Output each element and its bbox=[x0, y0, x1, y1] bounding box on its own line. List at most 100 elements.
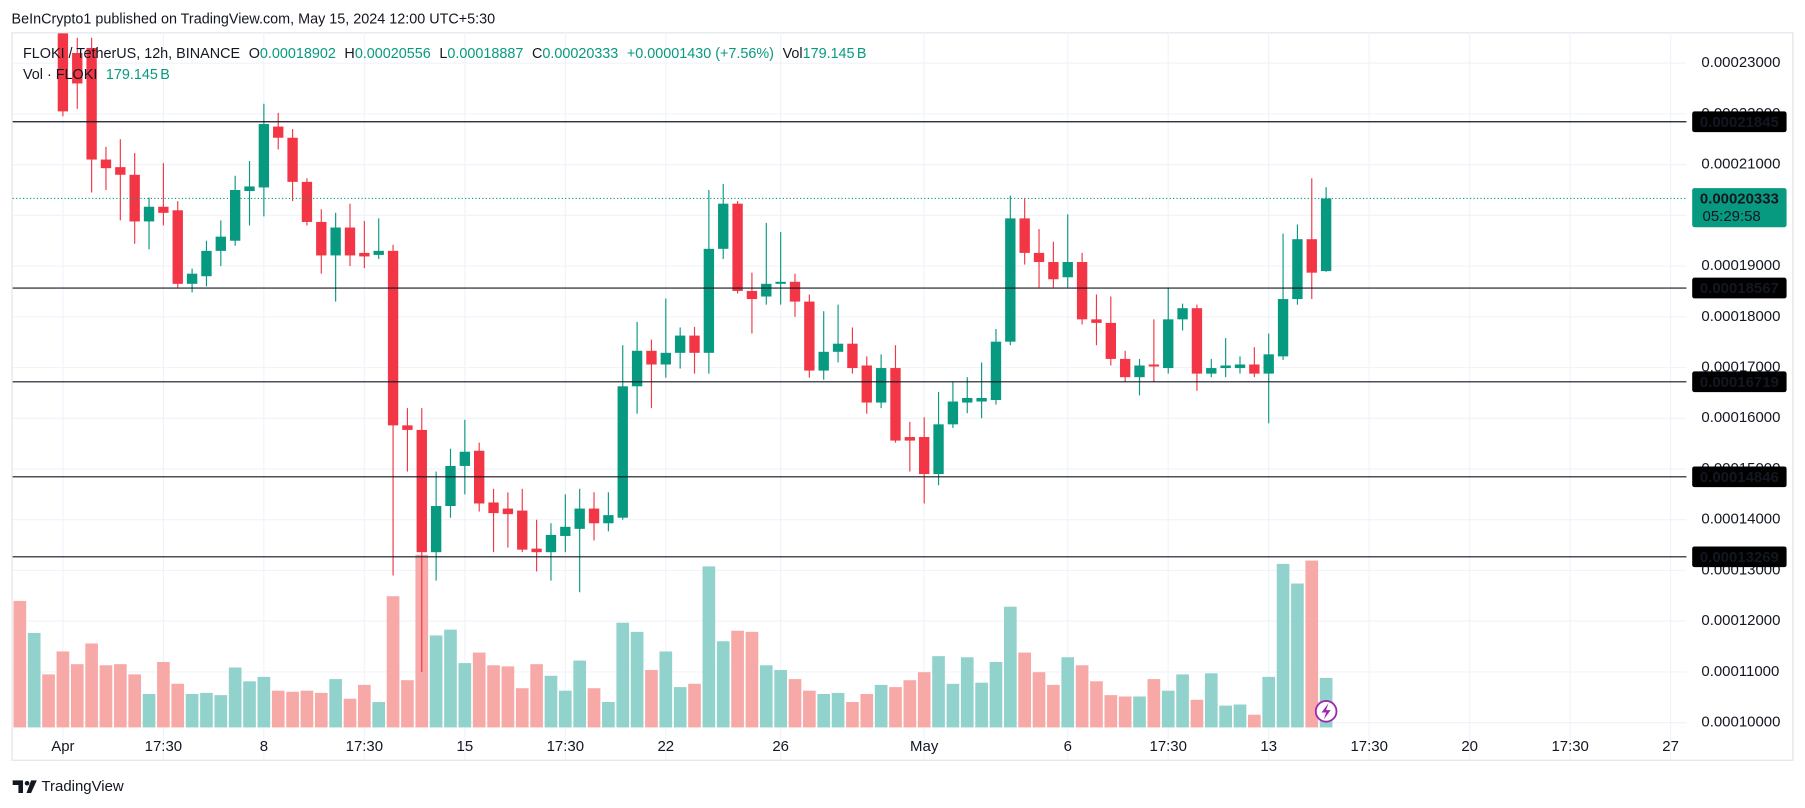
candle-body bbox=[1105, 322, 1116, 359]
candle-body bbox=[1048, 262, 1059, 280]
candle-body bbox=[689, 335, 700, 353]
x-tick-label: 17:30 bbox=[346, 738, 383, 755]
candle-body bbox=[172, 210, 183, 284]
level-tag bbox=[1692, 466, 1787, 488]
volume-bar bbox=[358, 684, 371, 728]
volume-value: 179.145 bbox=[106, 67, 158, 83]
candle-body bbox=[1148, 364, 1160, 367]
level-label: 0.00013269 bbox=[1700, 549, 1779, 566]
volume-value: 179.145 bbox=[803, 46, 855, 62]
candle-body bbox=[847, 343, 858, 369]
volume-bar bbox=[1161, 690, 1175, 728]
x-tick-label: 17:30 bbox=[547, 738, 584, 755]
volume-bar bbox=[645, 669, 658, 728]
x-tick-label: 22 bbox=[657, 738, 674, 755]
candle-body bbox=[1076, 262, 1088, 320]
volume-bar bbox=[960, 657, 974, 728]
volume-bar bbox=[314, 692, 328, 728]
candle-body bbox=[646, 350, 657, 365]
volume-bar bbox=[1018, 652, 1032, 728]
volume-bar bbox=[444, 629, 457, 728]
candle-body bbox=[804, 301, 815, 371]
volume-bar bbox=[429, 635, 443, 728]
last-price-label: 0.00020333 bbox=[1700, 191, 1779, 208]
candle-body bbox=[947, 401, 959, 425]
volume-bar bbox=[271, 690, 285, 728]
volume-bar bbox=[616, 622, 630, 728]
candle-body bbox=[459, 451, 471, 466]
candle-body bbox=[832, 343, 844, 352]
volume-legend: Vol · FLOKI 179.145 B bbox=[23, 67, 170, 83]
candle-body bbox=[1005, 218, 1016, 342]
candle-body bbox=[416, 429, 427, 553]
volume-bar bbox=[558, 690, 572, 728]
close-label: C bbox=[532, 46, 542, 62]
candle-body bbox=[201, 250, 212, 277]
candle-body bbox=[229, 189, 241, 241]
volume-bar bbox=[1204, 673, 1218, 728]
attribution: BeInCrypto1 published on TradingView.com… bbox=[12, 11, 496, 27]
volume-bar bbox=[1147, 679, 1161, 728]
level-label: 0.00016719 bbox=[1700, 374, 1779, 391]
candle-body bbox=[1220, 365, 1231, 369]
candle-body bbox=[560, 526, 571, 536]
last-price-tag bbox=[1692, 188, 1787, 228]
level-label: 0.00014846 bbox=[1700, 469, 1779, 486]
volume-bar bbox=[157, 661, 170, 728]
volume-bar bbox=[889, 687, 902, 728]
candle-body bbox=[72, 53, 83, 84]
volume-bar bbox=[932, 656, 945, 728]
candle-body bbox=[775, 281, 786, 284]
x-tick-label: 26 bbox=[772, 738, 789, 755]
candle-body bbox=[617, 386, 628, 518]
candle-body bbox=[1249, 364, 1260, 374]
candle-body bbox=[1062, 262, 1073, 278]
volume-bar bbox=[1190, 699, 1204, 728]
volume-bar bbox=[817, 694, 831, 728]
candle-body bbox=[890, 368, 901, 441]
volume-bar bbox=[243, 681, 256, 728]
candle-body bbox=[674, 335, 686, 353]
volume-bar bbox=[56, 651, 70, 728]
y-tick-label: 0.00014000 bbox=[1701, 511, 1780, 528]
candle-body bbox=[301, 181, 313, 222]
candle-body bbox=[875, 368, 887, 403]
candle-body bbox=[430, 506, 442, 553]
volume-bar bbox=[85, 643, 98, 728]
candle-body bbox=[115, 167, 126, 175]
volume-bar bbox=[27, 632, 41, 728]
x-tick-label: 17:30 bbox=[1150, 738, 1187, 755]
x-tick-label: 17:30 bbox=[145, 738, 182, 755]
volume-bar bbox=[515, 688, 529, 728]
volume-bar bbox=[774, 669, 787, 728]
candle-body bbox=[976, 397, 987, 402]
volume-bar bbox=[759, 665, 773, 728]
y-tick-label: 0.00010000 bbox=[1701, 714, 1780, 731]
volume-bar bbox=[472, 652, 486, 728]
volume-label: Vol bbox=[783, 46, 803, 62]
grid bbox=[12, 32, 1687, 760]
candle-body bbox=[244, 186, 255, 192]
candles bbox=[57, 33, 1332, 672]
candle-body bbox=[158, 206, 169, 213]
high-value: 0.00020556 bbox=[355, 46, 431, 62]
x-tick-label: 13 bbox=[1260, 738, 1277, 755]
x-tick-label: Apr bbox=[51, 738, 74, 755]
volume-bar bbox=[1090, 681, 1103, 728]
candle-body bbox=[359, 252, 370, 257]
candle-body bbox=[861, 365, 872, 403]
level-label: 0.00021845 bbox=[1700, 114, 1779, 131]
x-tick-label: 6 bbox=[1064, 738, 1072, 755]
volume-bar bbox=[70, 664, 84, 728]
candle-body bbox=[143, 206, 155, 222]
candle-body bbox=[732, 203, 743, 291]
candle-body bbox=[574, 508, 585, 529]
volume-bar bbox=[716, 641, 730, 728]
candle-body bbox=[660, 352, 671, 365]
candle-body bbox=[1191, 308, 1203, 374]
volume-bar bbox=[659, 651, 673, 728]
volume-bar bbox=[257, 676, 271, 728]
candle-body bbox=[1277, 299, 1289, 357]
high-label: H bbox=[344, 46, 354, 62]
